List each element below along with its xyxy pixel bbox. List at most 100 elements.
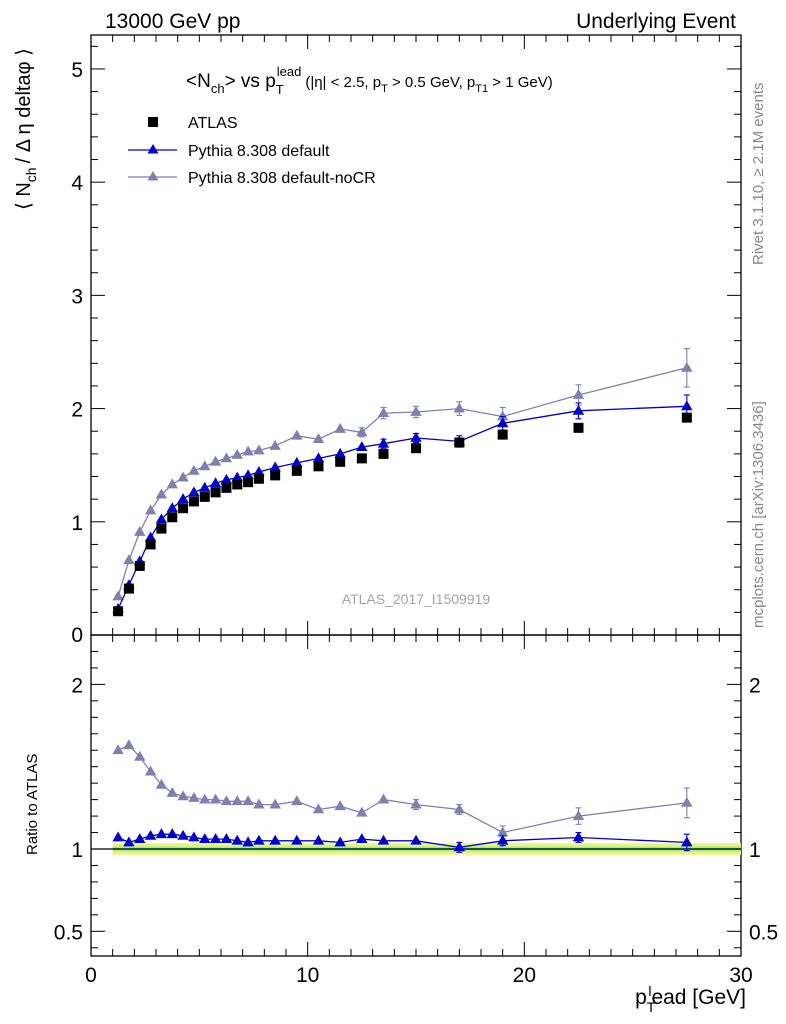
main-default-point	[231, 471, 243, 482]
ratio-default-point	[410, 834, 422, 845]
main-default-point	[177, 493, 189, 504]
ratio-nocr-point	[453, 803, 466, 814]
main-default-point	[377, 437, 390, 448]
ratio-default-point	[681, 836, 693, 847]
main-nocr-line	[117, 367, 687, 597]
title-pre: <N	[186, 71, 211, 92]
ylabel-post: / Δ η deltaφ ⟩	[13, 48, 35, 163]
main-nocr-point	[453, 402, 466, 413]
main-nocr-point	[209, 455, 222, 466]
ratio-default-point	[453, 841, 466, 852]
main-atlas-point	[573, 422, 584, 433]
main-atlas-point	[156, 523, 167, 534]
main-nocr-point	[291, 429, 303, 440]
xlabel-sup: l	[648, 983, 651, 999]
rivet-label: Rivet 3.1.10, ≥ 2.1M events	[750, 83, 767, 266]
main-atlas-point	[243, 477, 254, 488]
title-mid: > vs p	[225, 71, 276, 92]
main-default-point	[166, 502, 178, 513]
main-atlas-point	[270, 470, 281, 481]
ratio-nocr-point	[410, 798, 422, 809]
main-default-point	[356, 441, 368, 451]
main-atlas-point	[167, 512, 178, 523]
main-nocr-point	[253, 444, 265, 455]
main-atlas-point	[681, 412, 692, 423]
ylabel-pre: ⟨ N	[13, 182, 35, 210]
main-atlas-point	[454, 437, 465, 448]
ratio-nocr-point	[134, 750, 146, 761]
main-default-point	[334, 447, 346, 458]
main-nocr-point	[177, 471, 189, 482]
header-right: Underlying Event	[576, 10, 736, 33]
main-nocr-point	[312, 433, 325, 444]
main-default-point	[681, 400, 693, 411]
ratio-default-point	[496, 834, 509, 845]
main-nocr-point	[144, 504, 157, 515]
legend-label-default: Pythia 8.308 default	[188, 143, 330, 160]
xlabel-pre: p	[635, 986, 647, 1009]
ratio-default-point	[155, 828, 168, 839]
main-atlas-point	[113, 606, 124, 617]
main-nocr-point	[112, 590, 124, 601]
ratio-xtick-label: 10	[296, 964, 319, 987]
main-nocr-point	[166, 478, 178, 489]
main-ytick-label: 2	[71, 399, 83, 422]
ratio-y-axis-label: Ratio to ATLAS	[24, 754, 41, 855]
main-nocr-point	[220, 452, 233, 463]
main-default-point	[209, 477, 222, 488]
ratio-default-point	[242, 836, 254, 847]
main-atlas-point	[253, 473, 264, 484]
main-nocr-point	[377, 407, 390, 418]
main-atlas-point	[178, 503, 189, 514]
ratio-default-point	[177, 829, 189, 840]
title-sub2: T	[276, 82, 284, 97]
main-default-point	[312, 452, 325, 463]
ratio-default-point	[291, 834, 303, 845]
header-left: 13000 GeV pp	[105, 10, 240, 33]
main-default-point	[199, 481, 211, 492]
main-default-point	[220, 473, 233, 484]
main-y-axis-label: ⟨ Nch / Δ η deltaφ ⟩	[13, 48, 39, 210]
ratio-nocr-point	[199, 793, 211, 804]
ratio-default-point	[188, 831, 200, 842]
ratio-default-point	[220, 833, 233, 844]
main-nocr-point	[681, 361, 693, 372]
main-atlas-point	[335, 456, 346, 467]
ratio-nocr-point	[242, 795, 254, 806]
main-atlas-point	[123, 583, 134, 594]
ratio-default-point	[209, 833, 222, 844]
main-atlas-point	[411, 443, 421, 454]
ratio-nocr-point	[220, 795, 233, 806]
main-nocr-point	[199, 460, 211, 471]
xlabel-post: ead [GeV]	[651, 986, 746, 1009]
main-axis-ticks: 1 2 3 4 5 0	[71, 35, 742, 647]
main-nocr-point	[231, 449, 243, 459]
ratio-default-point	[377, 834, 390, 845]
ratio-nocr-point	[144, 765, 157, 776]
main-nocr-point	[496, 410, 509, 421]
ratio-axis-ticks: 0.5 0.51 12 20 10 20 30	[54, 635, 778, 987]
main-nocr-point	[269, 439, 281, 450]
title-sub4: T1	[475, 83, 488, 95]
ratio-nocr-point	[312, 803, 325, 814]
ylabel-sub: ch	[23, 167, 39, 182]
ratio-uncertainty-band	[91, 843, 741, 855]
ratio-series-layer	[112, 739, 693, 853]
main-atlas-point	[210, 487, 221, 498]
main-nocr-point	[134, 525, 146, 536]
main-atlas-point	[232, 479, 243, 490]
legend-label-atlas: ATLAS	[188, 115, 238, 132]
ratio-default-point	[269, 834, 281, 845]
main-nocr-point	[572, 389, 585, 399]
ratio-nocr-point	[231, 795, 243, 806]
ratio-nocr-point	[356, 806, 368, 817]
title-paren-a: (|η| < 2.5, p	[305, 74, 381, 91]
ratio-default-point	[231, 834, 243, 845]
ratio-nocr-point	[377, 793, 390, 804]
main-default-point	[572, 404, 585, 415]
main-nocr-point	[155, 488, 168, 499]
ratio-nocr-point	[155, 778, 168, 789]
main-default-point	[410, 432, 422, 442]
main-atlas-point	[199, 491, 210, 502]
ratio-default-point	[166, 828, 178, 839]
